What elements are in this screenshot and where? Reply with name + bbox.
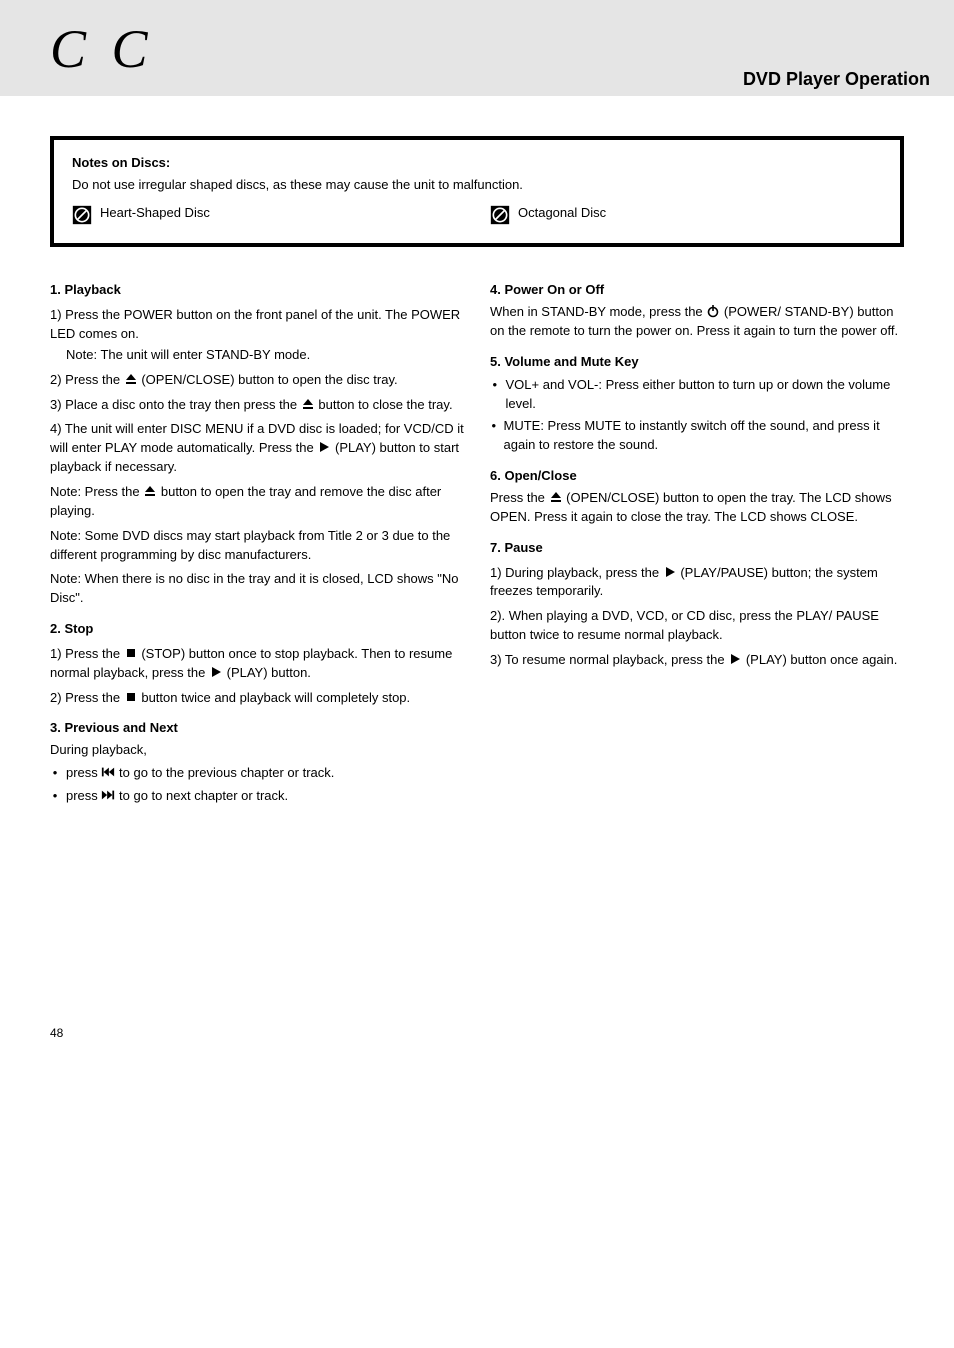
section-6-heading: 6. Open/Close — [490, 467, 904, 486]
section-1-heading: 1. Playback — [50, 281, 464, 300]
step-5-vol: •VOL+ and VOL-: Press either button to t… — [490, 376, 904, 414]
eject-icon — [549, 490, 563, 504]
step-4a: When in STAND-BY mode, press the — [490, 304, 703, 319]
step-1-2: 2) Press the (OPEN/CLOSE) button to open… — [50, 371, 464, 390]
step-7-1: 1) During playback, press the (PLAY/PAUS… — [490, 564, 904, 602]
step-5-mute: •MUTE: Press MUTE to instantly switch of… — [490, 417, 904, 455]
step-1-2b: (OPEN/CLOSE) button to open the disc tra… — [141, 372, 397, 387]
step-1-note3: Note: When there is no disc in the tray … — [50, 570, 464, 608]
step-7-3: 3) To resume normal playback, press the … — [490, 651, 904, 670]
step-1-note1: Note: Press the button to open the tray … — [50, 483, 464, 521]
step-1-3b: button to close the tray. — [318, 397, 452, 412]
step-2-2a: 2) Press the — [50, 690, 120, 705]
section-7-heading: 7. Pause — [490, 539, 904, 558]
step-3-next: • press to go to next chapter or track. — [50, 787, 464, 806]
page-body: Notes on Discs: Do not use irregular sha… — [0, 96, 954, 1080]
step-1-4: 4) The unit will enter DISC MENU if a DV… — [50, 420, 464, 477]
play-icon — [209, 665, 223, 679]
step-6: Press the (OPEN/CLOSE) button to open th… — [490, 489, 904, 527]
section-4-heading: 4. Power On or Off — [490, 281, 904, 300]
step-7-2: 2). When playing a DVD, VCD, or CD disc,… — [490, 607, 904, 645]
eject-icon — [143, 484, 157, 498]
play-icon — [317, 440, 331, 454]
right-column: 4. Power On or Off When in STAND-BY mode… — [490, 269, 904, 805]
step-1-3: 3) Place a disc onto the tray then press… — [50, 396, 464, 415]
step-2-1: 1) Press the (STOP) button once to stop … — [50, 645, 464, 683]
section-5-heading: 5. Volume and Mute Key — [490, 353, 904, 372]
step-3-prev: • press to go to the previous chapter or… — [50, 764, 464, 783]
step-1-1-note: Note: The unit will enter STAND-BY mode. — [50, 346, 464, 365]
step-7-3a: 3) To resume normal playback, press the — [490, 652, 725, 667]
page-footer: 48 — [50, 1026, 904, 1040]
step-4: When in STAND-BY mode, press the (POWER/… — [490, 303, 904, 341]
play-icon — [728, 652, 742, 666]
step-2-1a: 1) Press the — [50, 646, 120, 661]
warning-intro: Do not use irregular shaped discs, as th… — [72, 176, 882, 194]
header-section-title: DVD Player Operation — [743, 69, 930, 90]
play-icon — [663, 565, 677, 579]
page-header: C C DVD Player Operation — [0, 0, 954, 96]
warning-col-2-text: Octagonal Disc — [518, 204, 606, 222]
section-3-intro: During playback, — [50, 741, 464, 760]
power-icon — [706, 304, 720, 318]
next-icon — [101, 788, 115, 802]
warning-col-1-text: Heart-Shaped Disc — [100, 204, 210, 222]
eject-icon — [301, 397, 315, 411]
stop-icon — [124, 646, 138, 660]
stop-icon — [124, 690, 138, 704]
left-column: 1. Playback 1) Press the POWER button on… — [50, 269, 464, 805]
step-7-3b: (PLAY) button once again. — [746, 652, 898, 667]
step-1-1: 1) Press the POWER button on the front p… — [50, 306, 464, 344]
step-6a: Press the — [490, 490, 545, 505]
step-1-3a: 3) Place a disc onto the tray then press… — [50, 397, 297, 412]
step-7-1a: 1) During playback, press the — [490, 565, 659, 580]
warning-title: Notes on Discs: — [72, 154, 882, 172]
step-1-note1a: Note: Press the — [50, 484, 140, 499]
warning-col-2: Octagonal Disc — [490, 204, 882, 225]
step-1-2a: 2) Press the — [50, 372, 120, 387]
step-2-2: 2) Press the button twice and playback w… — [50, 689, 464, 708]
eject-icon — [124, 372, 138, 386]
warning-box: Notes on Discs: Do not use irregular sha… — [50, 136, 904, 247]
prohibit-icon — [72, 205, 92, 225]
page-number: 48 — [50, 1026, 63, 1040]
step-2-2b: button twice and playback will completel… — [141, 690, 410, 705]
warning-col-1: Heart-Shaped Disc — [72, 204, 464, 225]
step-3-next-text: to go to next chapter or track. — [119, 788, 288, 803]
section-3-heading: 3. Previous and Next — [50, 719, 464, 738]
logo-script: C C — [50, 18, 154, 80]
step-3-prev-text: to go to the previous chapter or track. — [119, 765, 334, 780]
previous-icon — [101, 765, 115, 779]
step-1-note2: Note: Some DVD discs may start playback … — [50, 527, 464, 565]
step-2-1c: (PLAY) button. — [227, 665, 311, 680]
prohibit-icon — [490, 205, 510, 225]
section-2-heading: 2. Stop — [50, 620, 464, 639]
